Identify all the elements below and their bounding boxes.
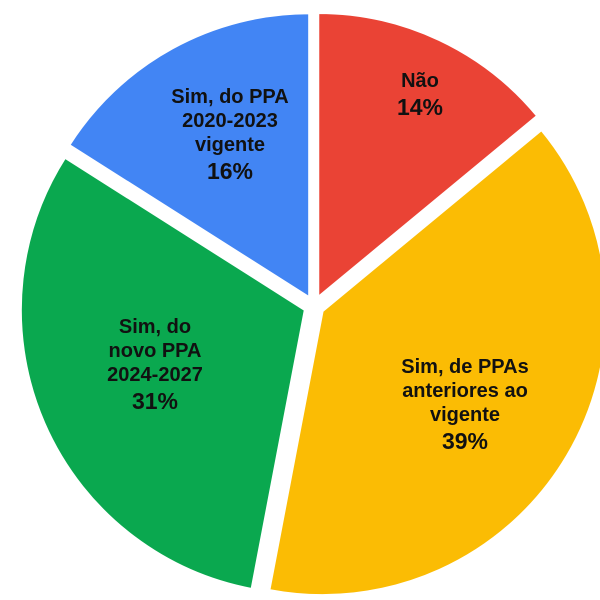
value-label: 31%: [131, 388, 179, 414]
slice-label: Não 14%: [360, 69, 480, 121]
pie-slice: [317, 11, 539, 300]
category-label: Sim, do PPA 2020-2023 vigente: [171, 86, 289, 156]
slice-label: Sim, de PPAs anteriores ao vigente 39%: [380, 355, 550, 455]
category-label: Não: [401, 70, 439, 92]
pie-slice: [19, 156, 306, 591]
slice-label: Sim, do PPA 2020-2023 vigente 16%: [150, 85, 310, 185]
value-label: 16%: [206, 158, 254, 184]
slice-label: Sim, do novo PPA 2024-2027 31%: [100, 315, 210, 415]
category-label: Sim, do novo PPA 2024-2027: [107, 316, 203, 386]
pie-slice: [68, 12, 311, 300]
category-label: Sim, de PPAs anteriores ao vigente: [401, 356, 529, 426]
pie-slice: [268, 128, 600, 597]
value-label: 39%: [441, 428, 489, 454]
value-label: 14%: [396, 94, 444, 120]
